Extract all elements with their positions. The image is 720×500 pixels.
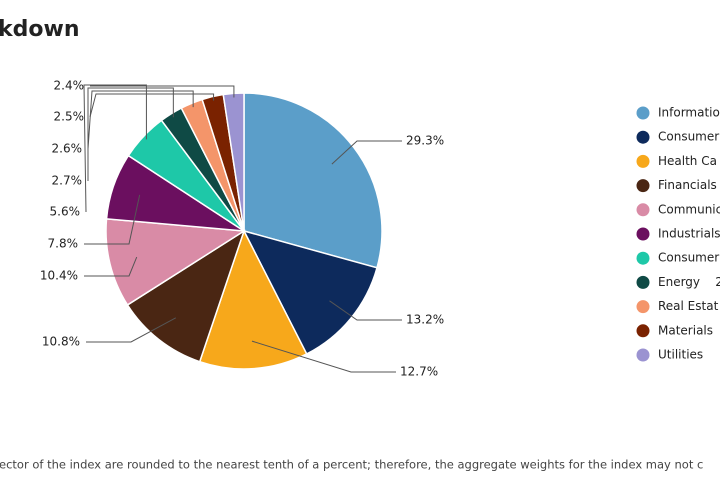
legend-label: Materials xyxy=(658,323,713,337)
leader-line xyxy=(87,87,174,181)
leader-line xyxy=(329,300,402,321)
legend-marker xyxy=(636,154,650,168)
legend-marker xyxy=(636,227,650,241)
legend-marker xyxy=(636,179,650,193)
legend-label: Consumer xyxy=(658,251,719,265)
data-label: 2.5% xyxy=(54,110,85,124)
legend-label: Energy 2 xyxy=(658,275,720,289)
pie-slice xyxy=(105,218,247,306)
legend-marker xyxy=(636,300,650,314)
legend-marker xyxy=(636,251,650,265)
data-label: 5.6% xyxy=(50,205,81,219)
leader-line xyxy=(87,90,194,150)
legend-marker xyxy=(636,203,650,217)
legend-marker xyxy=(636,275,650,289)
legend-marker xyxy=(636,130,650,144)
chart-title: kdown xyxy=(0,17,79,42)
leader-line xyxy=(89,93,215,118)
data-label: 12.7% xyxy=(400,365,438,379)
legend-label: Real Estat xyxy=(658,299,719,313)
leader-line xyxy=(84,194,141,245)
leader-line xyxy=(83,84,147,213)
legend-label: Informatio xyxy=(658,106,720,120)
data-label: 13.2% xyxy=(406,313,444,327)
footnote: ector of the index are rounded to the ne… xyxy=(0,458,703,472)
data-label: 2.7% xyxy=(52,174,83,188)
legend-marker xyxy=(636,324,650,338)
leader-line xyxy=(90,85,235,98)
data-label: 10.8% xyxy=(42,335,80,349)
legend-label: Utilities xyxy=(658,348,703,362)
leader-line xyxy=(331,140,402,165)
leader-line xyxy=(84,256,138,277)
pie-slice xyxy=(242,229,378,355)
data-label: 2.6% xyxy=(52,142,83,156)
data-label: 7.8% xyxy=(48,237,79,251)
legend-label: Consumer xyxy=(658,130,719,144)
leader-line xyxy=(251,340,396,373)
legend-marker xyxy=(636,106,650,120)
legend-label: Health Ca xyxy=(658,154,717,168)
legend-label: Communic xyxy=(658,202,720,216)
pie-slice xyxy=(126,229,246,363)
legend-label: Financials xyxy=(658,178,717,192)
data-label: 10.4% xyxy=(40,269,78,283)
leader-line xyxy=(86,317,177,343)
legend-marker xyxy=(636,348,650,362)
data-label: 29.3% xyxy=(406,134,444,148)
pie-slice xyxy=(243,92,383,269)
legend-label: Industrials xyxy=(658,227,720,241)
data-label: 2.4% xyxy=(54,79,85,93)
